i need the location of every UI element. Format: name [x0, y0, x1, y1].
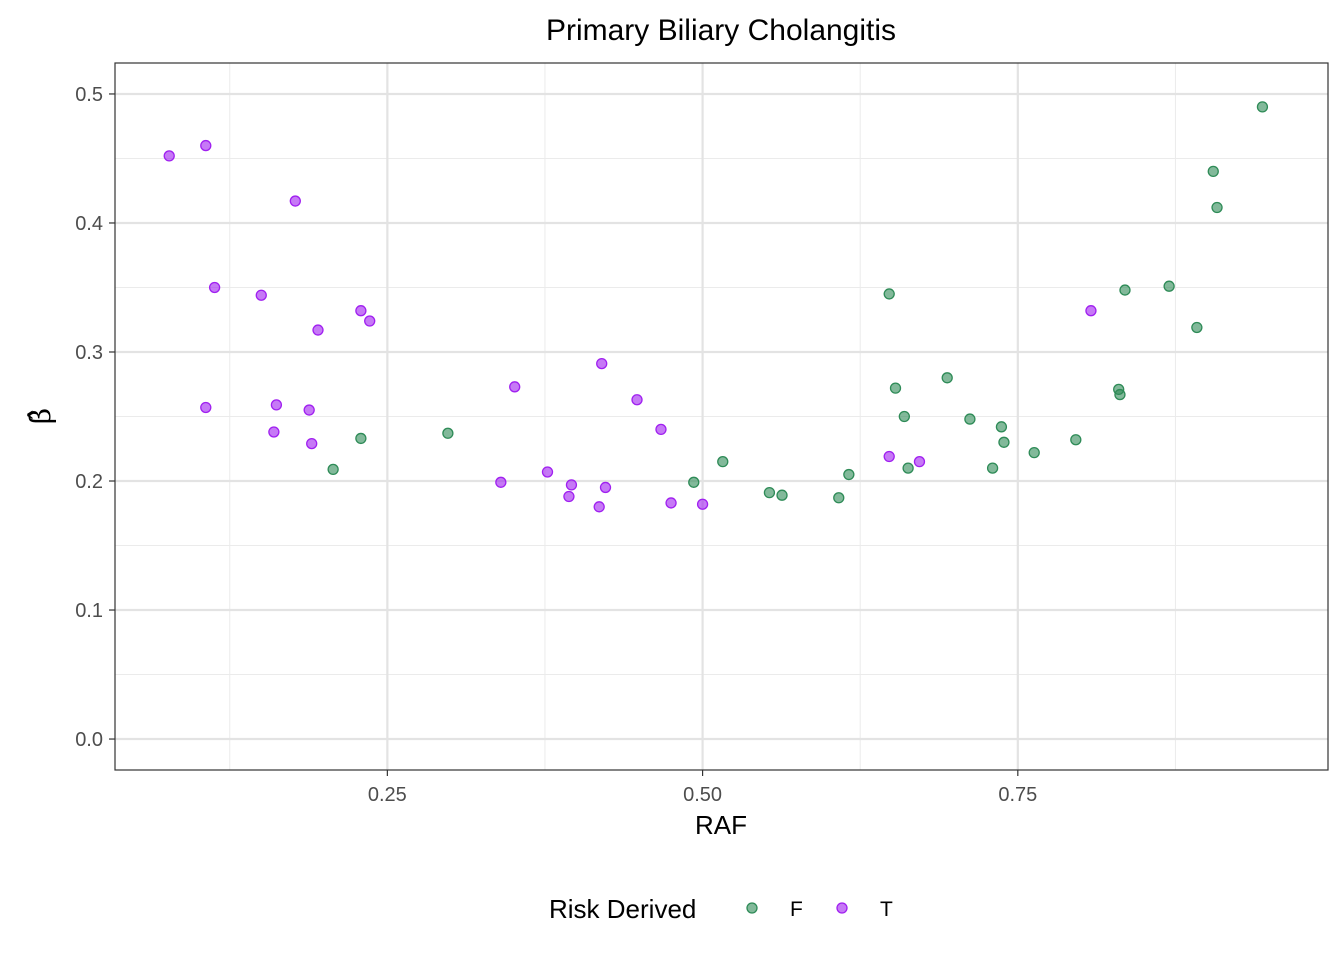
point-F-27	[1256, 101, 1269, 113]
point-T-10	[312, 324, 324, 336]
legend-label-F: F	[790, 898, 803, 921]
point-F-11	[898, 410, 910, 423]
legend-label-T: T	[880, 898, 893, 921]
legend-title: Risk Derived	[549, 894, 696, 924]
point-T-14	[509, 381, 521, 393]
x-tick-label-2: 0.75	[998, 784, 1037, 806]
point-F-13	[941, 372, 953, 384]
point-T-27	[1085, 305, 1097, 317]
point-F-0	[327, 463, 339, 476]
point-T-25	[883, 450, 895, 463]
grid	[115, 63, 1328, 770]
series-F	[327, 101, 1269, 504]
point-F-22	[1119, 284, 1131, 296]
y-tick-label-4: 0.4	[75, 213, 103, 235]
y-axis-title: β̂	[24, 408, 57, 424]
point-T-23	[665, 497, 677, 509]
series-T	[163, 139, 1097, 513]
point-F-16	[995, 421, 1008, 433]
point-T-24	[696, 498, 709, 510]
point-T-19	[596, 357, 608, 370]
point-T-11	[355, 305, 367, 317]
point-F-26	[1211, 201, 1223, 214]
axis-ticks: 0.0 0.1 0.2 0.3 0.4 0.5 0.25 0.50 0.75	[75, 84, 1037, 806]
y-tick-label-1: 0.1	[75, 600, 103, 622]
x-axis-title: RAF	[695, 810, 747, 840]
point-F-25	[1207, 165, 1219, 178]
point-F-6	[776, 489, 788, 501]
point-T-21	[631, 394, 643, 406]
point-F-21	[1114, 388, 1126, 401]
point-F-7	[833, 492, 845, 504]
point-F-14	[964, 413, 976, 425]
point-T-15	[541, 466, 554, 478]
point-F-18	[1028, 446, 1040, 459]
point-T-4	[255, 289, 267, 301]
point-T-2	[200, 401, 212, 414]
point-F-2	[442, 427, 454, 439]
point-T-20	[599, 481, 612, 494]
point-T-17	[565, 479, 578, 491]
point-T-6	[270, 399, 283, 411]
point-F-9	[883, 288, 895, 300]
point-T-1	[200, 139, 212, 152]
point-T-22	[655, 423, 667, 436]
point-T-13	[495, 476, 507, 488]
point-T-5	[268, 426, 280, 438]
point-F-19	[1070, 434, 1082, 446]
point-F-15	[986, 462, 999, 474]
y-tick-label-2: 0.2	[75, 471, 103, 493]
x-tick-label-0: 0.25	[368, 784, 407, 806]
point-T-12	[364, 315, 376, 327]
point-T-7	[289, 195, 301, 207]
point-F-5	[763, 486, 776, 499]
legend-key-F	[746, 902, 758, 914]
point-T-8	[303, 404, 315, 416]
point-T-16	[563, 490, 575, 503]
point-F-3	[688, 476, 700, 488]
point-T-9	[306, 437, 318, 450]
point-F-4	[717, 456, 729, 468]
y-tick-label-3: 0.3	[75, 342, 103, 364]
point-F-24	[1191, 321, 1203, 334]
legend-key-T	[836, 902, 848, 914]
point-F-12	[902, 462, 914, 474]
point-T-3	[208, 281, 221, 294]
point-T-18	[593, 501, 605, 513]
point-F-17	[998, 436, 1010, 448]
x-tick-label-1: 0.50	[683, 784, 722, 806]
y-tick-label-5: 0.5	[75, 84, 103, 106]
point-T-0	[163, 150, 175, 162]
point-F-1	[355, 432, 367, 445]
chart-title: Primary Biliary Cholangitis	[546, 14, 896, 47]
point-F-10	[889, 382, 902, 394]
point-T-26	[913, 456, 926, 468]
y-tick-label-0: 0.0	[75, 729, 103, 751]
point-F-8	[843, 468, 855, 481]
plot-frame	[114, 62, 1329, 771]
point-F-23	[1163, 280, 1175, 292]
data-points	[163, 101, 1269, 513]
